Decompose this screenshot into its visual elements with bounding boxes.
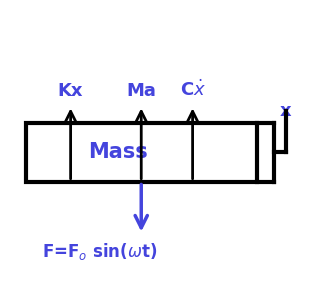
- Text: Kx: Kx: [58, 82, 83, 100]
- Text: Ma: Ma: [126, 82, 156, 100]
- Text: C$\dot{x}$: C$\dot{x}$: [179, 79, 206, 100]
- Bar: [26, 123, 257, 182]
- Text: x: x: [279, 102, 291, 120]
- Text: F=F$_o$ sin($\omega$t): F=F$_o$ sin($\omega$t): [42, 241, 157, 263]
- Text: Mass: Mass: [88, 142, 148, 162]
